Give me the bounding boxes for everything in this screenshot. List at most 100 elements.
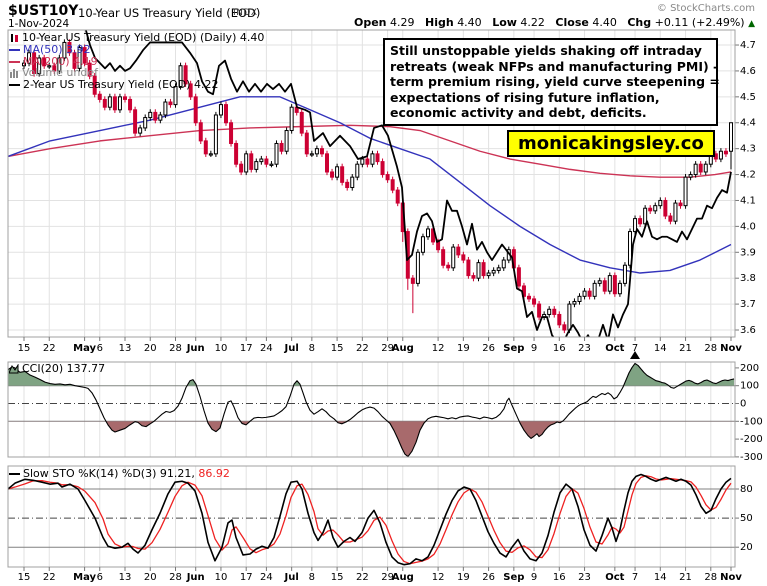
up-arrow-annotation: [630, 351, 640, 359]
svg-text:May: May: [73, 572, 96, 583]
svg-text:21: 21: [679, 572, 692, 583]
high-value: 4.40: [457, 16, 482, 29]
svg-text:24: 24: [260, 572, 273, 583]
svg-text:16: 16: [553, 343, 566, 354]
svg-text:12: 12: [432, 343, 445, 354]
copyright: © StockCharts.com: [656, 3, 755, 14]
svg-text:4.4: 4.4: [740, 118, 756, 129]
svg-text:21: 21: [679, 343, 692, 354]
svg-text:28: 28: [704, 572, 717, 583]
svg-text:80: 80: [740, 484, 753, 495]
svg-text:4.5: 4.5: [740, 92, 756, 103]
chart-date: 1-Nov-2024: [8, 18, 70, 30]
svg-text:-100: -100: [740, 416, 763, 427]
svg-text:17: 17: [240, 572, 253, 583]
svg-text:28: 28: [704, 343, 717, 354]
svg-text:Sep: Sep: [503, 572, 524, 583]
svg-text:Jun: Jun: [186, 572, 205, 583]
svg-text:4.7: 4.7: [740, 40, 756, 51]
svg-text:22: 22: [356, 572, 369, 583]
legend-sto-d-value: 86.92: [198, 467, 230, 480]
svg-text:4.6: 4.6: [740, 66, 756, 77]
svg-text:0: 0: [740, 399, 746, 410]
svg-text:3.9: 3.9: [740, 247, 756, 258]
line-dash-icon: [9, 473, 20, 475]
svg-text:Aug: Aug: [392, 572, 414, 583]
svg-text:20: 20: [144, 572, 157, 583]
chart-title: 10-Year US Treasury Yield (EOD): [78, 6, 261, 20]
svg-text:9: 9: [531, 572, 537, 583]
area-chart-icon: [8, 363, 19, 374]
svg-text:May: May: [73, 343, 96, 354]
svg-text:8: 8: [309, 572, 315, 583]
svg-text:14: 14: [654, 343, 667, 354]
legend-cci-label: CCI(20) 137.77: [22, 362, 106, 375]
watermark-badge: monicakingsley.co: [507, 130, 715, 157]
line-dash-icon: [9, 49, 20, 51]
svg-text:4.0: 4.0: [740, 221, 756, 232]
svg-text:3.7: 3.7: [740, 299, 756, 310]
svg-text:7: 7: [632, 343, 638, 354]
svg-text:Aug: Aug: [392, 343, 414, 354]
svg-text:-200: -200: [740, 434, 763, 445]
high-label: High: [425, 16, 454, 29]
svg-text:Nov: Nov: [720, 343, 742, 354]
legend-main-series-label: 10-Year US Treasury Yield (EOD) (Daily) …: [22, 31, 265, 44]
exchange-label: INDX: [233, 8, 258, 18]
legend-ma200-label: MA(200) 4.19: [23, 54, 98, 68]
legend-2year-label: 2-Year US Treasury Yield (EOD) 4.22: [23, 77, 219, 91]
annotation-line: expectations of rising future inflation,: [390, 89, 660, 105]
legend-volume: Volume undef: [9, 67, 98, 79]
annotation-line: retreats (weak NFPs and manufacturing PM…: [390, 58, 719, 74]
svg-text:22: 22: [43, 343, 56, 354]
cci-line: [8, 362, 735, 457]
svg-text:Jul: Jul: [284, 343, 299, 354]
svg-text:15: 15: [331, 343, 344, 354]
svg-text:22: 22: [43, 572, 56, 583]
svg-text:23: 23: [578, 343, 591, 354]
svg-text:19: 19: [457, 343, 470, 354]
legend-main-series: 10-Year US Treasury Yield (EOD) (Daily) …: [9, 32, 264, 44]
legend-cci: CCI(20) 137.77: [8, 362, 106, 375]
svg-text:12: 12: [432, 572, 445, 583]
svg-text:15: 15: [18, 343, 31, 354]
svg-text:4.1: 4.1: [740, 195, 756, 206]
annotation-line: term premium rising, yield curve steepen…: [390, 74, 720, 89]
legend-sto: Slow STO %K(14) %D(3) 91.21, 86.92: [9, 468, 230, 480]
svg-text:100: 100: [740, 381, 759, 392]
svg-text:19: 19: [457, 572, 470, 583]
line-dash-icon: [9, 60, 20, 63]
line-dash-icon: [9, 83, 20, 86]
open-label: Open: [353, 16, 387, 29]
svg-text:28: 28: [169, 343, 182, 354]
ohlc-quote-bar: Open 4.29 High 4.40 Low 4.22 Close 4.40 …: [347, 16, 755, 29]
svg-text:24: 24: [260, 343, 273, 354]
symbol: $UST10Y: [8, 3, 79, 19]
svg-text:14: 14: [654, 572, 667, 583]
legend-2year: 2-Year US Treasury Yield (EOD) 4.22: [9, 79, 218, 91]
legend-ma200: MA(200) 4.19: [9, 56, 98, 68]
svg-text:Oct: Oct: [605, 572, 624, 583]
annotation-box: Still unstoppable yields shaking off int…: [383, 38, 720, 126]
low-label: Low: [492, 16, 517, 29]
sto-gridlines: 80 50 20: [8, 484, 753, 553]
svg-text:16: 16: [553, 572, 566, 583]
svg-text:4.2: 4.2: [740, 170, 756, 181]
close-label: Close: [555, 16, 589, 29]
annotation-line: Still unstoppable yields shaking off int…: [390, 43, 702, 58]
up-triangle-icon: ▲: [748, 19, 755, 29]
two-year-line: [84, 30, 732, 337]
panel-borders: [7, 29, 736, 568]
svg-text:22: 22: [356, 343, 369, 354]
legend-volume-label: Volume undef: [22, 66, 98, 79]
svg-text:9: 9: [531, 343, 537, 354]
svg-text:8: 8: [309, 343, 315, 354]
svg-text:6: 6: [97, 343, 103, 354]
svg-text:4.3: 4.3: [740, 144, 756, 155]
svg-text:10: 10: [215, 572, 228, 583]
svg-text:10: 10: [215, 343, 228, 354]
